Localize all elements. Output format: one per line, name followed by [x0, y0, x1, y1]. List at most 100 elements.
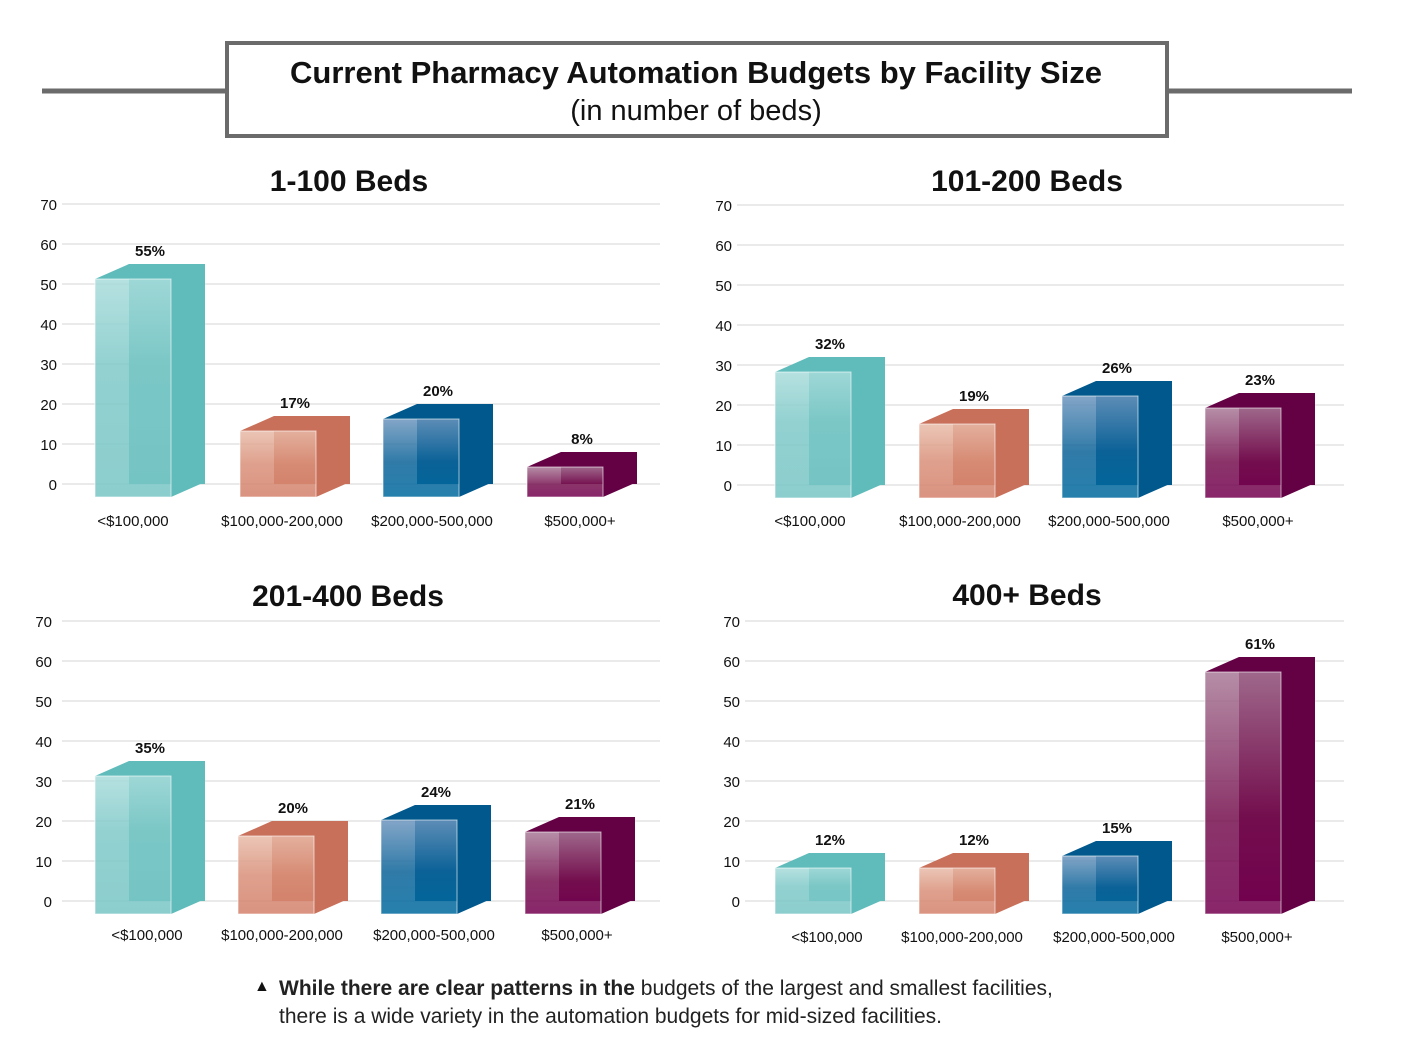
data-label: 8% — [571, 431, 593, 448]
bar — [524, 817, 635, 915]
bar-front-face — [918, 423, 996, 499]
bar — [94, 761, 205, 915]
data-label: 12% — [959, 832, 989, 849]
y-tick-label: 40 — [35, 734, 52, 751]
bar — [380, 805, 491, 915]
bar — [239, 416, 350, 498]
bar-front-face — [382, 418, 460, 498]
x-category-label: $200,000-500,000 — [371, 513, 493, 530]
y-tick-label: 70 — [715, 198, 732, 215]
bar-top-face — [525, 817, 635, 832]
footnote-rest: budgets of the largest and smallest faci… — [635, 977, 1053, 1000]
chart-panel: 201-400 Beds 0 10 20 30 40 50 60 70 35% <$100,000 2… — [35, 580, 660, 944]
bar-front-face — [524, 831, 602, 915]
bar — [94, 264, 205, 498]
x-category-label: <$100,000 — [791, 929, 862, 946]
y-tick-label: 70 — [40, 197, 57, 214]
data-label: 32% — [815, 336, 845, 353]
data-label: 35% — [135, 740, 165, 757]
bar-side-face — [459, 404, 493, 497]
bar-top-face — [240, 416, 350, 431]
main-subtitle: (in number of beds) — [570, 95, 821, 127]
y-tick-label: 50 — [35, 694, 52, 711]
footnote-marker: ▲ — [254, 978, 270, 995]
bar-top-face — [919, 409, 1029, 424]
chart-title: 201-400 Beds — [252, 580, 444, 613]
bar — [1061, 841, 1172, 915]
bar-side-face — [1138, 381, 1172, 498]
title-box — [225, 41, 1169, 138]
data-label: 17% — [280, 395, 310, 412]
x-category-label: $200,000-500,000 — [1053, 929, 1175, 946]
y-tick-label: 40 — [40, 317, 57, 334]
footnote-bold: While there are clear patterns in the — [279, 977, 635, 1000]
x-category-label: $100,000-200,000 — [901, 929, 1023, 946]
bar — [918, 409, 1029, 499]
bar-top-face — [381, 805, 491, 820]
bar-top-face — [1205, 393, 1315, 408]
data-label: 20% — [423, 383, 453, 400]
bar-front-face — [237, 835, 315, 915]
y-tick-label: 10 — [40, 437, 57, 454]
bar-side-face — [457, 805, 491, 914]
bar-front-face — [380, 819, 458, 915]
y-tick-label: 50 — [723, 694, 740, 711]
data-label: 21% — [565, 796, 595, 813]
bar-top-face — [775, 853, 885, 868]
y-tick-label: 60 — [35, 654, 52, 671]
y-tick-label: 40 — [715, 318, 732, 335]
bar-front-face — [239, 430, 317, 498]
main-title: Current Pharmacy Automation Budgets by F… — [290, 55, 1102, 90]
x-category-label: $200,000-500,000 — [373, 927, 495, 944]
x-category-label: $100,000-200,000 — [899, 513, 1021, 530]
footnote-line1: While there are clear patterns in the bu… — [279, 977, 1053, 1000]
x-category-label: $100,000-200,000 — [221, 927, 343, 944]
x-category-label: $500,000+ — [541, 927, 613, 944]
bar-side-face — [995, 853, 1029, 914]
bar — [1204, 393, 1315, 499]
x-category-label: $500,000+ — [1222, 513, 1294, 530]
bar-front-face — [94, 278, 172, 498]
data-label: 26% — [1102, 360, 1132, 377]
bar-top-face — [527, 452, 637, 467]
x-category-label: <$100,000 — [97, 513, 168, 530]
bar-front-face — [1204, 671, 1282, 915]
chart-title: 1-100 Beds — [270, 165, 428, 198]
x-category-label: $500,000+ — [1221, 929, 1293, 946]
bar-top-face — [383, 404, 493, 419]
data-label: 55% — [135, 243, 165, 260]
y-tick-label: 30 — [723, 774, 740, 791]
y-tick-label: 30 — [715, 358, 732, 375]
x-category-label: $500,000+ — [544, 513, 616, 530]
data-label: 19% — [959, 388, 989, 405]
data-label: 20% — [278, 800, 308, 817]
y-tick-label: 50 — [715, 278, 732, 295]
y-tick-label: 70 — [35, 614, 52, 631]
y-tick-label: 10 — [35, 854, 52, 871]
bar-front-face — [526, 466, 604, 498]
x-category-label: $100,000-200,000 — [221, 513, 343, 530]
data-label: 23% — [1245, 372, 1275, 389]
data-label: 12% — [815, 832, 845, 849]
y-tick-label: 60 — [723, 654, 740, 671]
bar-side-face — [1138, 841, 1172, 914]
bar — [1204, 657, 1315, 915]
bar-front-face — [94, 775, 172, 915]
bar — [1061, 381, 1172, 499]
x-category-label: $200,000-500,000 — [1048, 513, 1170, 530]
bar-side-face — [1281, 393, 1315, 498]
chart-panel: 400+ Beds 0 10 20 30 40 50 60 70 12% <$100,000 12% $… — [723, 579, 1344, 946]
bar-top-face — [1062, 841, 1172, 856]
y-tick-label: 10 — [715, 438, 732, 455]
bar — [382, 404, 493, 498]
y-tick-label: 10 — [723, 854, 740, 871]
y-tick-label: 30 — [40, 357, 57, 374]
y-tick-label: 0 — [724, 478, 732, 495]
y-tick-label: 20 — [35, 814, 52, 831]
y-tick-label: 20 — [723, 814, 740, 831]
bar-front-face — [1204, 407, 1282, 499]
bar-side-face — [314, 821, 348, 914]
y-tick-label: 0 — [49, 477, 57, 494]
bar-top-face — [919, 853, 1029, 868]
